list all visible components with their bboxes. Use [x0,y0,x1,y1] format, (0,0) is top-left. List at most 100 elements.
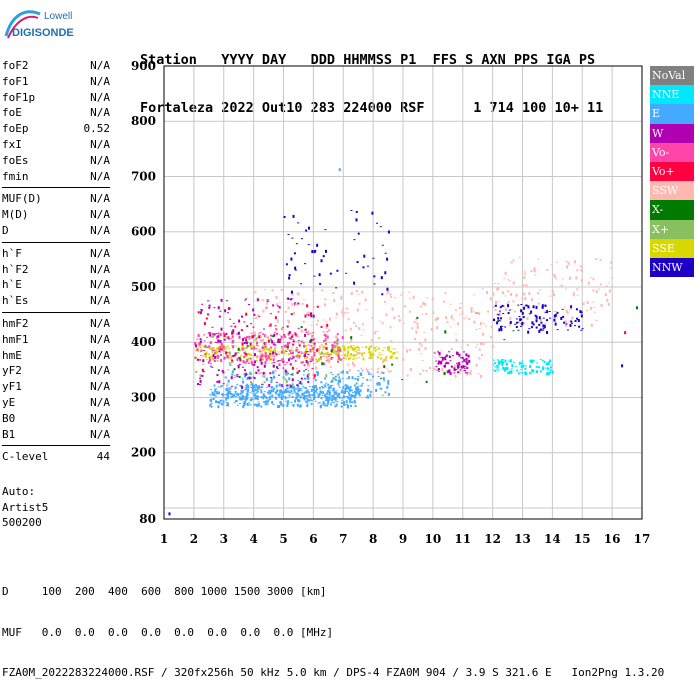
data-point [420,305,423,308]
data-point [270,334,273,337]
data-point [565,323,568,325]
data-point [246,402,249,406]
data-point [542,324,545,328]
data-point [534,274,537,276]
data-point [356,351,359,355]
data-point [264,395,267,398]
data-point [338,396,341,398]
data-point [380,371,383,375]
data-point [208,345,211,349]
param-value: N/A [90,192,110,206]
data-point [351,346,354,350]
data-point [226,353,229,357]
data-point [318,386,321,389]
data-point [348,393,351,396]
data-point [236,383,239,385]
data-point [290,389,293,393]
data-point [344,348,347,350]
data-point [458,314,461,316]
data-point [624,331,627,335]
data-point [217,306,220,310]
data-point [238,319,241,323]
data-point [272,344,275,346]
data-point [543,325,546,329]
data-point [510,261,513,264]
x-tick-label: 1 [160,532,168,546]
data-point [370,355,373,359]
data-point [291,358,294,360]
data-point [530,326,533,329]
data-point [301,392,304,396]
data-point [342,391,345,394]
data-point [316,373,319,377]
data-point [307,311,310,315]
data-point [303,344,306,348]
data-point [296,384,299,387]
data-point [498,320,501,322]
data-point [518,256,521,258]
data-point [431,297,434,301]
param-row: C-level 44 [2,449,110,465]
data-point [348,388,351,392]
data-point [251,387,254,391]
data-point [295,243,298,245]
data-point [327,386,330,389]
data-point [267,355,270,357]
data-point [281,346,284,350]
data-point [252,376,255,378]
data-point [444,363,447,365]
data-point [465,353,468,357]
param-value: N/A [90,332,110,346]
data-point [464,365,467,367]
data-point [430,327,433,331]
data-point [333,397,336,401]
param-value: N/A [90,380,110,394]
data-point [370,352,373,356]
data-point [292,214,295,218]
data-point [415,330,418,334]
data-point [239,397,242,401]
data-point [238,363,241,365]
data-point [503,278,506,280]
data-point [284,372,287,374]
param-value: N/A [90,153,110,167]
data-point [323,334,326,337]
data-point [371,316,374,319]
data-point [498,362,501,366]
data-point [376,222,379,224]
data-point [288,341,291,344]
data-point [385,313,388,317]
data-point [245,337,248,340]
data-point [463,358,466,362]
data-point [264,342,267,346]
data-point [313,374,316,378]
data-point [333,394,336,396]
data-point [478,348,481,351]
data-point [535,319,538,323]
data-point [230,385,233,387]
data-point [311,250,314,254]
data-point [336,338,339,342]
data-point [253,403,256,406]
data-point [349,385,352,388]
data-point [199,311,202,315]
data-point [230,387,233,389]
data-point [332,377,335,380]
data-point [260,387,263,389]
data-point [306,389,309,393]
data-point [227,337,230,340]
data-point [249,358,252,360]
data-point [272,358,275,362]
data-point [295,392,298,395]
data-point [257,332,260,336]
data-point [269,377,272,379]
data-point [536,362,539,364]
x-tick-label: 7 [339,532,347,546]
data-point [340,405,343,408]
auto-version: 500200 [2,516,42,529]
data-point [414,338,417,341]
data-point [356,385,359,389]
data-point [168,512,171,516]
data-point [243,336,246,339]
data-point [454,310,457,312]
